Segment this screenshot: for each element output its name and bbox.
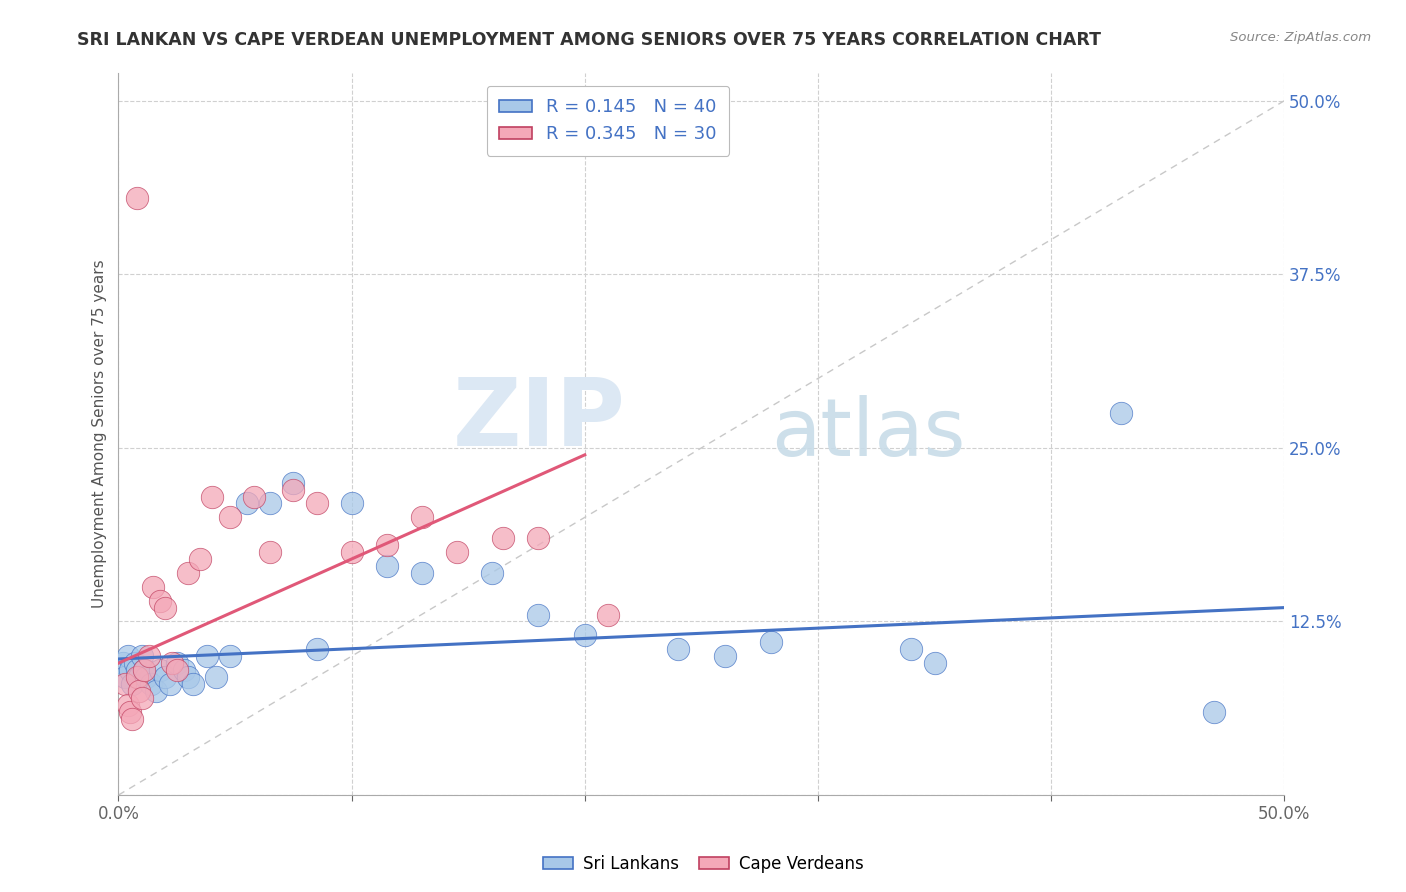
- Point: [153, 600, 176, 615]
- Point: [195, 649, 218, 664]
- Point: [235, 496, 257, 510]
- Point: [132, 663, 155, 677]
- Point: [1109, 406, 1132, 420]
- Point: [120, 705, 142, 719]
- Point: [340, 545, 363, 559]
- Point: [375, 538, 398, 552]
- Point: [117, 649, 139, 664]
- Point: [205, 670, 228, 684]
- Point: [219, 510, 242, 524]
- Point: [305, 496, 328, 510]
- Point: [160, 656, 183, 670]
- Text: atlas: atlas: [772, 395, 966, 473]
- Point: [411, 566, 433, 580]
- Point: [259, 545, 281, 559]
- Point: [219, 649, 242, 664]
- Point: [142, 580, 165, 594]
- Point: [166, 656, 188, 670]
- Point: [121, 712, 143, 726]
- Point: [527, 531, 550, 545]
- Point: [159, 677, 181, 691]
- Text: SRI LANKAN VS CAPE VERDEAN UNEMPLOYMENT AMONG SENIORS OVER 75 YEARS CORRELATION : SRI LANKAN VS CAPE VERDEAN UNEMPLOYMENT …: [77, 31, 1101, 49]
- Point: [138, 649, 160, 664]
- Point: [149, 593, 172, 607]
- Point: [135, 670, 157, 684]
- Legend: Sri Lankans, Cape Verdeans: Sri Lankans, Cape Verdeans: [536, 848, 870, 880]
- Point: [120, 663, 142, 677]
- Point: [527, 607, 550, 622]
- Point: [283, 483, 305, 497]
- Point: [305, 642, 328, 657]
- Point: [173, 663, 195, 677]
- Point: [375, 558, 398, 573]
- Point: [481, 566, 503, 580]
- Point: [127, 191, 149, 205]
- Point: [177, 566, 200, 580]
- Point: [598, 607, 620, 622]
- Point: [127, 670, 149, 684]
- Point: [666, 642, 689, 657]
- Point: [340, 496, 363, 510]
- Point: [713, 649, 735, 664]
- Point: [446, 545, 468, 559]
- Point: [900, 642, 922, 657]
- Point: [139, 677, 162, 691]
- Text: Source: ZipAtlas.com: Source: ZipAtlas.com: [1230, 31, 1371, 45]
- Point: [127, 663, 149, 677]
- Point: [259, 496, 281, 510]
- Point: [181, 677, 204, 691]
- Point: [131, 649, 153, 664]
- Point: [132, 663, 155, 677]
- Y-axis label: Unemployment Among Seniors over 75 years: Unemployment Among Seniors over 75 years: [93, 260, 107, 608]
- Point: [1204, 705, 1226, 719]
- Point: [131, 690, 153, 705]
- Point: [121, 677, 143, 691]
- Point: [492, 531, 515, 545]
- Point: [112, 656, 135, 670]
- Point: [114, 670, 136, 684]
- Point: [114, 677, 136, 691]
- Point: [201, 490, 224, 504]
- Point: [761, 635, 783, 649]
- Point: [128, 670, 150, 684]
- Point: [283, 475, 305, 490]
- Point: [411, 510, 433, 524]
- Text: ZIP: ZIP: [453, 374, 626, 466]
- Point: [242, 490, 264, 504]
- Point: [924, 656, 946, 670]
- Point: [149, 663, 172, 677]
- Point: [117, 698, 139, 712]
- Point: [145, 684, 167, 698]
- Point: [128, 684, 150, 698]
- Point: [574, 628, 596, 642]
- Point: [166, 663, 188, 677]
- Point: [153, 670, 176, 684]
- Point: [177, 670, 200, 684]
- Point: [188, 552, 211, 566]
- Legend: R = 0.145   N = 40, R = 0.345   N = 30: R = 0.145 N = 40, R = 0.345 N = 30: [486, 86, 730, 156]
- Point: [124, 656, 146, 670]
